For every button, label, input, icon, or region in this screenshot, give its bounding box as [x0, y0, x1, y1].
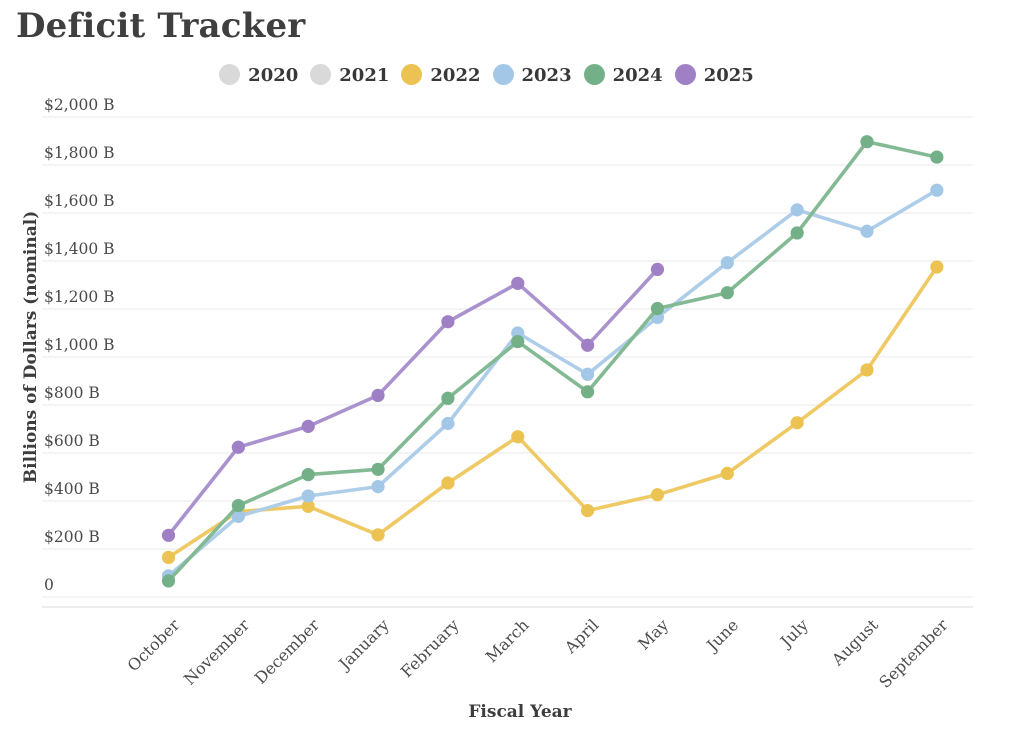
x-axis-tick-label: November: [180, 615, 254, 689]
legend-dot-icon: [401, 64, 423, 85]
series-line-2024: [166, 139, 939, 583]
y-axis-tick-label: $400 B: [44, 480, 100, 498]
data-point-2025-February[interactable]: [441, 315, 455, 329]
data-point-2025-October[interactable]: [161, 528, 176, 542]
data-point-2024-September[interactable]: [930, 150, 944, 164]
data-point-2025-November[interactable]: [231, 440, 245, 454]
data-point-2024-October[interactable]: [161, 574, 176, 588]
data-point-2022-July[interactable]: [790, 416, 804, 430]
data-point-2022-October[interactable]: [161, 550, 176, 565]
legend-dot-icon: [310, 64, 332, 85]
y-axis-tick-label: 0: [44, 576, 54, 594]
y-axis-tick-label: $1,600 B: [44, 192, 115, 210]
x-axis-title: Fiscal Year: [468, 702, 572, 722]
data-point-2024-May[interactable]: [650, 301, 665, 316]
data-point-2025-January[interactable]: [371, 388, 385, 402]
data-point-2024-November[interactable]: [231, 498, 245, 513]
legend-item-label: 2020: [248, 64, 299, 86]
x-axis-tick-label: June: [701, 615, 742, 656]
data-point-2023-April[interactable]: [581, 367, 595, 381]
data-point-2023-July[interactable]: [790, 203, 804, 217]
legend-item-label: 2025: [703, 64, 754, 86]
data-point-2023-September[interactable]: [930, 183, 944, 197]
x-axis-tick-label: October: [124, 615, 184, 675]
legend-dot-icon: [674, 64, 696, 85]
data-point-2024-April[interactable]: [581, 385, 595, 399]
x-axis-tick-label: December: [251, 615, 324, 688]
legend-item-2021[interactable]: 2021: [310, 64, 389, 85]
data-point-2022-December[interactable]: [301, 499, 315, 513]
y-axis-tick-label: $1,000 B: [44, 336, 115, 354]
x-axis-tick-label: September: [875, 615, 952, 692]
data-point-2025-December[interactable]: [301, 419, 315, 433]
data-point-2024-December[interactable]: [301, 468, 315, 482]
x-axis-tick-label: January: [334, 615, 393, 674]
data-point-2024-March[interactable]: [511, 335, 525, 349]
data-point-2023-January[interactable]: [371, 480, 385, 494]
legend-item-2022[interactable]: 2022: [401, 64, 481, 86]
x-axis-tick-label: February: [397, 615, 463, 681]
data-point-2022-August[interactable]: [860, 363, 874, 377]
data-point-2022-February[interactable]: [441, 476, 455, 490]
legend-dot-icon: [219, 64, 241, 85]
page-title: Deficit Tracker: [16, 6, 306, 46]
legend-item-label: 2024: [612, 64, 663, 86]
legend-item-2020[interactable]: 2020: [219, 64, 298, 85]
x-axis-tick-label: April: [560, 615, 602, 657]
data-point-2024-August[interactable]: [860, 135, 874, 149]
data-point-2024-July[interactable]: [790, 226, 804, 240]
y-axis-tick-label: $1,400 B: [44, 240, 115, 258]
legend-dot-icon: [492, 64, 514, 85]
data-point-2022-May[interactable]: [650, 488, 665, 502]
y-axis-tick-label: $800 B: [44, 384, 100, 402]
series-line-2022: [166, 265, 939, 560]
y-axis-tick-label: $1,200 B: [44, 288, 115, 306]
data-point-2024-January[interactable]: [371, 462, 385, 476]
data-point-2023-February[interactable]: [441, 416, 455, 431]
data-point-2024-June[interactable]: [720, 286, 734, 300]
data-point-2023-November[interactable]: [231, 509, 245, 523]
x-axis-tick-label: March: [482, 615, 533, 666]
y-axis-tick-label: $1,800 B: [44, 144, 115, 162]
series-line-2025: [166, 267, 660, 538]
data-point-2022-April[interactable]: [581, 504, 595, 518]
legend-item-label: 2022: [430, 64, 481, 86]
data-point-2022-March[interactable]: [511, 430, 525, 444]
legend-item-2025[interactable]: 2025: [674, 64, 754, 86]
data-point-2023-June[interactable]: [720, 256, 734, 270]
x-axis-tick-label: July: [775, 615, 812, 652]
legend-dot-icon: [583, 64, 605, 85]
data-point-2025-March[interactable]: [511, 276, 525, 290]
data-point-2023-December[interactable]: [301, 489, 315, 503]
data-point-2024-February[interactable]: [441, 391, 455, 405]
legend-item-2023[interactable]: 2023: [492, 64, 572, 86]
y-axis-tick-label: $200 B: [44, 528, 100, 546]
x-axis-tick-label: August: [827, 615, 882, 670]
data-point-2022-September[interactable]: [930, 260, 944, 274]
data-point-2025-May[interactable]: [650, 262, 665, 276]
data-point-2022-June[interactable]: [720, 466, 734, 480]
data-point-2025-April[interactable]: [581, 338, 595, 352]
y-axis-tick-label: $2,000 B: [44, 96, 115, 114]
chart-legend: 2020 2021 2022 2023 2024 2025: [0, 64, 997, 85]
series-line-2023: [166, 188, 939, 578]
legend-item-label: 2023: [521, 64, 572, 86]
legend-item-label: 2021: [339, 64, 390, 86]
y-axis-title: Billions of Dollars (nominal): [21, 211, 41, 483]
data-point-2023-August[interactable]: [860, 224, 874, 238]
legend-item-2024[interactable]: 2024: [583, 64, 663, 86]
y-axis-tick-label: $600 B: [44, 432, 100, 450]
data-point-2022-January[interactable]: [371, 528, 385, 542]
x-axis-tick-label: May: [634, 615, 672, 653]
